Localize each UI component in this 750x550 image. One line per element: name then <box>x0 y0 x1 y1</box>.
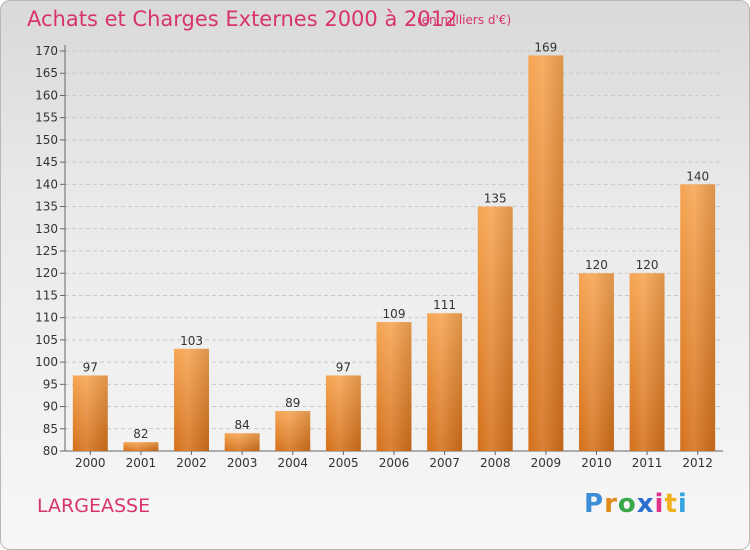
x-tick-label: 2007 <box>429 456 460 470</box>
data-label: 82 <box>133 427 148 441</box>
y-tick-labels: 80 85 90 95 100 105 110 115 120 125 130 135 140 145 15… <box>35 44 58 458</box>
data-label: 120 <box>636 258 659 272</box>
y-tick-label: 100 <box>35 355 58 369</box>
y-tick-label: 155 <box>35 111 58 125</box>
commune-name: LARGEASSE <box>37 495 151 517</box>
x-tick-label: 2004 <box>277 456 308 470</box>
y-tick-label: 160 <box>35 88 58 102</box>
y-tick-label: 150 <box>35 133 58 147</box>
y-tick-label: 95 <box>43 377 58 391</box>
data-label: 109 <box>383 307 406 321</box>
y-tick-label: 85 <box>43 422 58 436</box>
data-label: 103 <box>180 334 203 348</box>
x-tick-label: 2008 <box>480 456 511 470</box>
bar-shine <box>578 273 614 451</box>
data-label: 140 <box>686 169 709 183</box>
bar-shine <box>325 375 361 451</box>
bar-shine <box>477 206 513 451</box>
y-tick-label: 170 <box>35 44 58 58</box>
bar-shine <box>174 348 210 451</box>
y-tick-label: 105 <box>35 333 58 347</box>
data-label: 97 <box>336 360 351 374</box>
data-label: 111 <box>433 298 456 312</box>
y-tick-label: 130 <box>35 222 58 236</box>
chart-unit: (en milliers d'€) <box>417 13 512 27</box>
x-tick-label: 2001 <box>126 456 157 470</box>
bar-shine <box>123 442 159 451</box>
y-tick-label: 165 <box>35 66 58 80</box>
logo-letter: o <box>617 489 637 519</box>
x-tick-label: 2009 <box>531 456 562 470</box>
x-tick-label: 2002 <box>176 456 207 470</box>
y-tick-label: 125 <box>35 244 58 258</box>
logo-letter: i <box>654 489 665 519</box>
data-label: 97 <box>83 360 98 374</box>
data-labels: 97 82 103 84 89 97 109 111 135 169 120 120 140 <box>83 40 709 441</box>
logo-letter: t <box>664 489 678 519</box>
bar-shine <box>427 313 463 451</box>
proxiti-logo: Proxiti <box>584 489 688 519</box>
x-tick-label: 2003 <box>227 456 258 470</box>
bar-shine <box>224 433 260 451</box>
data-label: 135 <box>484 192 507 206</box>
y-tick-label: 140 <box>35 177 58 191</box>
y-tick-label: 80 <box>43 444 58 458</box>
x-tick-label: 2010 <box>581 456 612 470</box>
data-label: 89 <box>285 396 300 410</box>
y-tick-label: 145 <box>35 155 58 169</box>
data-label: 169 <box>534 40 557 54</box>
bars <box>72 55 716 452</box>
logo-letter: P <box>584 489 605 519</box>
y-tick-label: 115 <box>35 288 58 302</box>
x-tick-label: 2005 <box>328 456 359 470</box>
bar-shine <box>680 184 716 452</box>
y-tick-label: 110 <box>35 311 58 325</box>
bar-shine <box>528 55 564 451</box>
bar-shine <box>376 322 412 451</box>
x-tick-labels: 2000 2001 2002 2003 2004 2005 2006 2007 2008 2009… <box>75 456 713 470</box>
bar-shine <box>72 375 108 451</box>
y-tick-label: 135 <box>35 200 58 214</box>
data-label: 120 <box>585 258 608 272</box>
x-tick-label: 2006 <box>379 456 410 470</box>
x-tick-label: 2011 <box>632 456 663 470</box>
data-label: 84 <box>235 418 250 432</box>
bar-shine <box>275 411 311 451</box>
chart-title: Achats et Charges Externes 2000 à 2012 <box>27 7 458 31</box>
logo-letter: r <box>604 489 618 519</box>
x-tick-label: 2000 <box>75 456 106 470</box>
y-tick-label: 90 <box>43 400 58 414</box>
x-tick-label: 2012 <box>682 456 713 470</box>
y-tick-label: 120 <box>35 266 58 280</box>
logo-letter: x <box>636 489 655 519</box>
logo-letter: i <box>677 489 688 519</box>
bar-shine <box>629 273 665 451</box>
